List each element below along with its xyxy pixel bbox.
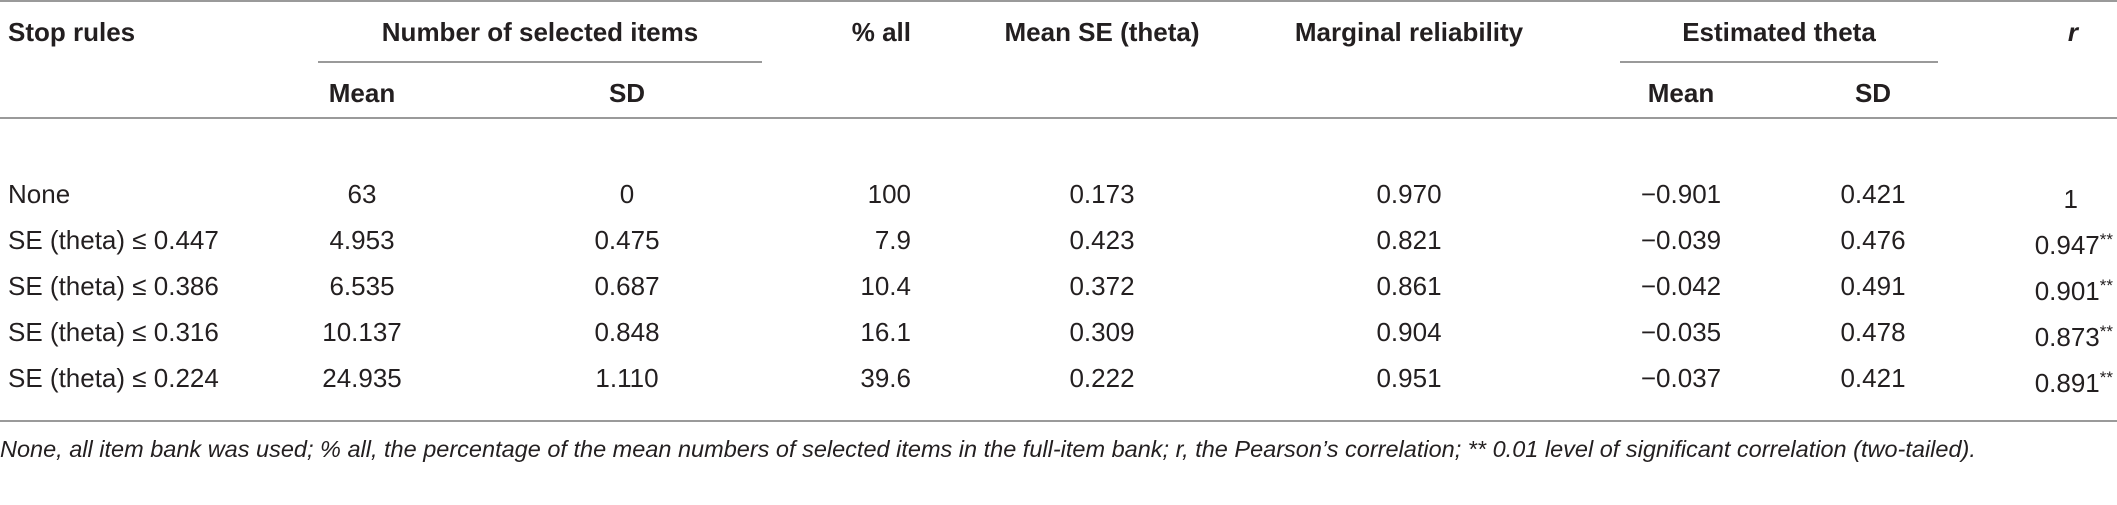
num-items-underline (318, 61, 762, 63)
cell-marginal-reliability: 0.970 (1376, 179, 1442, 209)
cell-items-mean: 10.137 (322, 317, 402, 347)
header-bottom-rule (0, 117, 2117, 119)
significance-marker: ** (2099, 276, 2113, 295)
cell-r: 0.947** (2035, 225, 2113, 260)
cell-items-mean: 24.935 (322, 363, 402, 393)
cell-items-sd: 0.687 (594, 271, 660, 301)
cell-items-sd: 0 (619, 179, 635, 209)
significance-marker: ** (2099, 322, 2113, 341)
est-theta-underline (1620, 61, 1938, 63)
table-bottom-rule (0, 420, 2117, 422)
subheader-theta-mean: Mean (1647, 78, 1715, 108)
cell-marginal-reliability: 0.861 (1376, 271, 1442, 301)
cell-items-sd: 0.848 (594, 317, 660, 347)
r-value: 0.901 (2034, 276, 2100, 306)
header-estimated-theta: Estimated theta (1682, 17, 1876, 47)
cell-r: 1 (2064, 179, 2078, 214)
cell-mean-se: 0.222 (1069, 363, 1135, 393)
cell-pct-all: 10.4 (860, 271, 911, 301)
cell-theta-sd: 0.421 (1840, 179, 1906, 209)
header-mean-se-theta: Mean SE (theta) (1004, 17, 1200, 47)
cell-items-mean: 4.953 (329, 225, 395, 255)
cell-items-mean: 63 (347, 179, 377, 209)
header-number-selected-items: Number of selected items (381, 17, 699, 47)
cell-stop-rule: SE (theta) ≤ 0.447 (8, 225, 219, 255)
cell-pct-all: 100 (867, 179, 911, 209)
r-value: 1 (2063, 184, 2078, 214)
r-value: 0.891 (2034, 368, 2100, 398)
cell-pct-all: 7.9 (874, 225, 911, 255)
cell-stop-rule: SE (theta) ≤ 0.316 (8, 317, 219, 347)
significance-marker: ** (2099, 230, 2113, 249)
significance-marker: ** (2099, 368, 2113, 387)
subheader-items-sd: SD (608, 78, 646, 108)
cell-r: 0.873** (2035, 317, 2113, 352)
cell-stop-rule: SE (theta) ≤ 0.386 (8, 271, 219, 301)
cell-stop-rule: SE (theta) ≤ 0.224 (8, 363, 219, 393)
subheader-items-mean: Mean (328, 78, 396, 108)
cell-marginal-reliability: 0.951 (1376, 363, 1442, 393)
table-footnote: None, all item bank was used; % all, the… (0, 436, 1976, 462)
cell-theta-mean: −0.039 (1640, 225, 1722, 255)
cell-mean-se: 0.372 (1069, 271, 1135, 301)
cell-pct-all: 16.1 (860, 317, 911, 347)
cell-pct-all: 39.6 (860, 363, 911, 393)
header-marginal-reliability: Marginal reliability (1294, 17, 1524, 47)
cell-theta-mean: −0.035 (1640, 317, 1722, 347)
cell-theta-sd: 0.478 (1840, 317, 1906, 347)
header-r: r (2067, 17, 2078, 47)
cell-marginal-reliability: 0.904 (1376, 317, 1442, 347)
cell-marginal-reliability: 0.821 (1376, 225, 1442, 255)
cell-theta-sd: 0.491 (1840, 271, 1906, 301)
top-rule (0, 0, 2117, 2)
cell-theta-mean: −0.901 (1640, 179, 1722, 209)
cell-theta-mean: −0.037 (1640, 363, 1722, 393)
header-pct-all: % all (851, 17, 911, 47)
r-value: 0.947 (2034, 230, 2100, 260)
header-stop-rules: Stop rules (8, 17, 136, 47)
cell-r: 0.891** (2035, 363, 2113, 398)
cell-mean-se: 0.173 (1069, 179, 1135, 209)
cell-mean-se: 0.309 (1069, 317, 1135, 347)
cell-items-mean: 6.535 (329, 271, 395, 301)
cell-stop-rule: None (8, 179, 71, 209)
cell-mean-se: 0.423 (1069, 225, 1135, 255)
cell-items-sd: 0.475 (594, 225, 660, 255)
cell-theta-mean: −0.042 (1640, 271, 1722, 301)
subheader-theta-sd: SD (1854, 78, 1892, 108)
cell-theta-sd: 0.421 (1840, 363, 1906, 393)
cell-theta-sd: 0.476 (1840, 225, 1906, 255)
r-value: 0.873 (2034, 322, 2100, 352)
cell-items-sd: 1.110 (595, 363, 659, 393)
cell-r: 0.901** (2035, 271, 2113, 306)
